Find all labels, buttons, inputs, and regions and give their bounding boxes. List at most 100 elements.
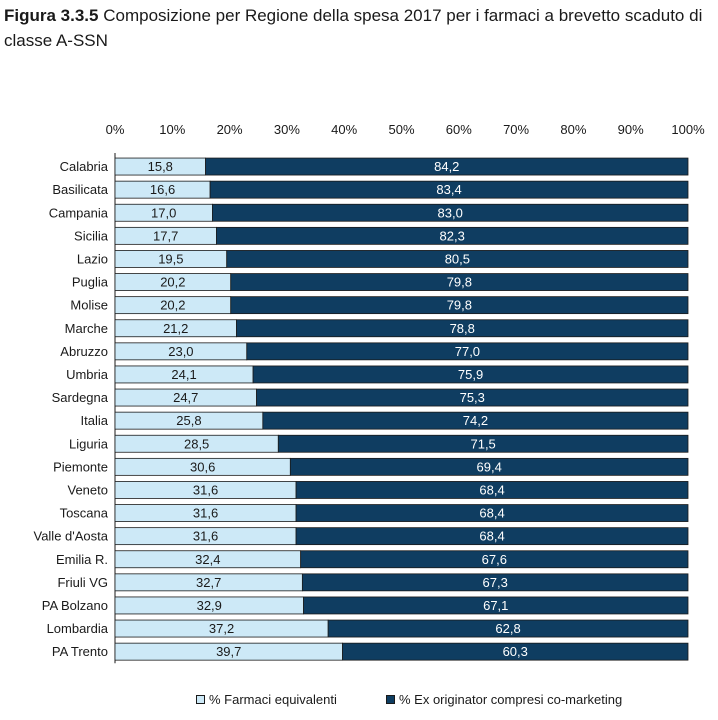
bar-ex-originator <box>289 457 689 476</box>
data-label-farmaci-equivalenti: 31,6 <box>193 506 218 521</box>
category-label: Abruzzo <box>60 344 108 359</box>
bar-ex-originator <box>236 319 689 338</box>
data-label-ex-originator: 60,3 <box>503 644 528 659</box>
bar-ex-originator <box>303 596 689 615</box>
legend-swatch-ex-originator <box>386 695 395 704</box>
data-label-farmaci-equivalenti: 24,7 <box>173 390 198 405</box>
category-label: Calabria <box>60 159 109 174</box>
data-label-farmaci-equivalenti: 16,6 <box>150 182 175 197</box>
x-tick-label: 50% <box>388 122 414 137</box>
data-label-farmaci-equivalenti: 20,2 <box>160 275 185 290</box>
category-label: Sicilia <box>74 228 109 243</box>
bar-ex-originator <box>295 504 689 522</box>
data-label-ex-originator: 71,5 <box>470 436 495 451</box>
data-label-ex-originator: 79,8 <box>447 298 472 313</box>
data-label-ex-originator: 68,4 <box>479 482 504 497</box>
data-label-ex-originator: 68,4 <box>479 506 504 521</box>
bar-ex-originator <box>262 411 689 430</box>
data-label-farmaci-equivalenti: 23,0 <box>168 344 193 359</box>
category-label: PA Trento <box>52 644 108 659</box>
bar-ex-originator <box>205 157 689 176</box>
category-label: Basilicata <box>52 182 108 197</box>
category-label: Campania <box>49 205 109 220</box>
legend-label-ex-originator: % Ex originator compresi co-marketing <box>399 692 623 707</box>
bar-ex-originator <box>295 527 689 546</box>
data-label-ex-originator: 74,2 <box>463 413 488 428</box>
category-label: Lombardia <box>47 621 109 636</box>
data-label-farmaci-equivalenti: 32,7 <box>196 575 221 590</box>
bar-ex-originator <box>216 226 689 245</box>
bar-ex-originator <box>256 388 689 407</box>
bar-ex-originator <box>277 434 689 453</box>
data-label-ex-originator: 80,5 <box>445 251 470 266</box>
data-label-farmaci-equivalenti: 30,6 <box>190 459 215 474</box>
category-label: Piemonte <box>53 459 108 474</box>
data-label-farmaci-equivalenti: 28,5 <box>184 436 209 451</box>
figure-number: Figura 3.3.5 <box>4 6 99 25</box>
x-tick-label: 60% <box>446 122 472 137</box>
data-label-farmaci-equivalenti: 37,2 <box>209 621 234 636</box>
data-label-ex-originator: 69,4 <box>477 459 502 474</box>
bar-ex-originator <box>295 481 689 499</box>
data-label-farmaci-equivalenti: 31,6 <box>193 482 218 497</box>
bar-ex-originator <box>212 203 689 222</box>
figure-caption: Composizione per Regione della spesa 201… <box>4 6 703 50</box>
x-tick-label: 30% <box>274 122 300 137</box>
data-label-farmaci-equivalenti: 15,8 <box>148 159 173 174</box>
bar-ex-originator <box>209 180 689 199</box>
data-label-farmaci-equivalenti: 25,8 <box>176 413 201 428</box>
category-label: Puglia <box>72 275 109 290</box>
category-label: Lazio <box>77 251 108 266</box>
data-label-ex-originator: 75,3 <box>460 390 485 405</box>
data-label-ex-originator: 62,8 <box>495 621 520 636</box>
data-label-farmaci-equivalenti: 39,7 <box>216 644 241 659</box>
category-label: Toscana <box>60 506 109 521</box>
x-tick-label: 100% <box>671 122 705 137</box>
category-label: Friuli VG <box>57 575 108 590</box>
legend-swatch-farmaci-equivalenti <box>196 695 205 704</box>
data-label-ex-originator: 78,8 <box>450 321 475 336</box>
x-tick-label: 10% <box>159 122 185 137</box>
category-label: Valle d'Aosta <box>33 529 108 544</box>
bar-ex-originator <box>327 619 689 638</box>
data-label-farmaci-equivalenti: 17,0 <box>151 205 176 220</box>
category-label: Italia <box>81 413 109 428</box>
data-label-ex-originator: 67,1 <box>483 598 508 613</box>
x-tick-label: 80% <box>560 122 586 137</box>
data-label-ex-originator: 83,4 <box>436 182 461 197</box>
data-label-ex-originator: 67,6 <box>482 552 507 567</box>
data-label-ex-originator: 77,0 <box>455 344 480 359</box>
figure-title: Figura 3.3.5 Composizione per Regione de… <box>4 3 714 53</box>
bar-ex-originator <box>252 365 689 384</box>
data-label-ex-originator: 79,8 <box>447 275 472 290</box>
data-label-farmaci-equivalenti: 24,1 <box>171 367 196 382</box>
data-label-farmaci-equivalenti: 21,2 <box>163 321 188 336</box>
x-tick-label: 0% <box>106 122 125 137</box>
category-label: PA Bolzano <box>42 598 108 613</box>
x-tick-label: 70% <box>503 122 529 137</box>
stacked-bar-chart: 0% 10% 20% 30% 40% 50% 60% 70% 80% 90% 100% Calabri… <box>33 122 705 664</box>
legend-item-farmaci-equivalenti: % Farmaci equivalenti <box>196 692 337 707</box>
data-label-farmaci-equivalenti: 17,7 <box>153 228 178 243</box>
data-label-ex-originator: 83,0 <box>438 205 463 220</box>
data-label-farmaci-equivalenti: 32,9 <box>197 598 222 613</box>
category-label: Veneto <box>68 482 109 497</box>
category-label: Emilia R. <box>56 552 108 567</box>
category-label: Umbria <box>66 367 109 382</box>
data-label-ex-originator: 75,9 <box>458 367 483 382</box>
data-label-ex-originator: 67,3 <box>483 575 508 590</box>
bar-ex-originator <box>246 342 689 361</box>
category-label: Sardegna <box>52 390 109 405</box>
x-tick-label: 40% <box>331 122 357 137</box>
bar-ex-originator <box>230 273 689 291</box>
legend-item-ex-originator: % Ex originator compresi co-marketing <box>386 692 622 707</box>
legend-label-farmaci-equivalenti: % Farmaci equivalenti <box>209 692 337 707</box>
category-label: Molise <box>70 298 108 313</box>
x-tick-label: 20% <box>217 122 243 137</box>
bar-ex-originator <box>230 296 689 315</box>
x-tick-label: 90% <box>618 122 644 137</box>
category-label: Liguria <box>69 436 109 451</box>
category-label: Marche <box>65 321 108 336</box>
data-label-ex-originator: 84,2 <box>434 159 459 174</box>
data-label-ex-originator: 68,4 <box>479 529 504 544</box>
